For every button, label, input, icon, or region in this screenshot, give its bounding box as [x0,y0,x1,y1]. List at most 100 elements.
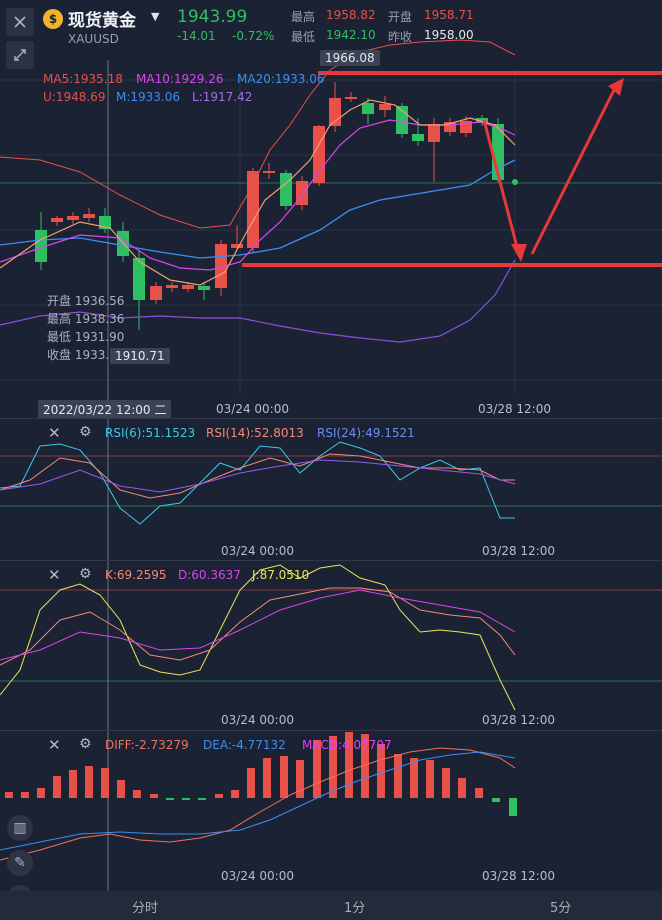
candle-body [198,286,210,290]
gold-coin-icon: $ [43,9,63,29]
macd-bar [150,794,158,798]
last-price: 1943.99 [177,7,248,27]
d-label: D:60.3637 [178,568,241,582]
candle-body [263,171,275,173]
boll-m-label: M:1933.06 [116,90,181,104]
macd-bar [53,776,61,798]
high-value: 1958.82 [326,8,376,22]
candle-body [280,173,292,206]
macd-time-label-1: 03/24 00:00 [221,869,294,883]
j-line [0,564,516,711]
divider [0,418,662,419]
kdj-panel[interactable] [0,560,662,730]
rsi-time-label-2: 03/28 12:00 [482,544,555,558]
kdj-time-label-1: 03/24 00:00 [221,713,294,727]
tab-5min[interactable]: 5分 [550,901,572,916]
macd-bar [263,758,271,798]
macd-bar [458,778,466,798]
macd-bar [182,798,190,800]
shrink-icon[interactable] [6,41,34,69]
candle-body [345,97,357,99]
macd-label: MACD:4.07707 [302,738,392,752]
macd-bar [198,798,206,800]
macd-bar [85,766,93,798]
high-marker: 1966.08 [320,50,380,66]
macd-bar [394,754,402,798]
draw-tool-icon[interactable]: ✎ [7,850,33,876]
candle-body [444,122,456,132]
candle-body [150,286,162,300]
instrument-name[interactable]: 现货黄金 [68,11,136,31]
macd-bar [247,768,255,798]
high-label: 最高 [291,10,316,24]
macd-bar [101,768,109,798]
prev-close-label: 昨收 [388,30,413,44]
j-label: J:87.0510 [252,568,310,582]
rsi24-line [0,459,516,493]
dropdown-caret-icon[interactable]: ▼ [151,10,160,23]
ma20-label: MA20:1933.06 [237,72,325,86]
rsi14-line [0,453,515,499]
rsi24-label: RSI(24):49.1521 [317,426,415,440]
crosshair-time: 2022/03/22 12:00 二 [38,400,172,419]
price-change-pct: -0.72% [232,29,275,43]
close-icon[interactable] [6,8,34,36]
main-time-label-1: 03/24 00:00 [216,402,289,416]
candle-body [247,171,259,248]
ohlc-high: 最高 1938.36 [47,312,125,326]
macd-bar [426,760,434,798]
open-value: 1958.71 [424,8,474,22]
k-label: K:69.2595 [105,568,167,582]
macd-bar [410,758,418,798]
candle-body [182,285,194,289]
timeframe-tabbar [0,891,662,920]
candle-body [476,118,488,123]
boll-upper-line [0,39,516,229]
macd-bar [5,792,13,798]
divider [0,730,662,731]
candle-body [379,104,391,110]
tab-1min[interactable]: 1分 [344,901,366,916]
settings-icon[interactable]: ⚙ [79,736,92,752]
tab-timeline[interactable]: 分时 [132,901,159,916]
diff-label: DIFF:-2.73279 [105,738,189,752]
macd-bar [442,768,450,798]
candle-body [362,103,374,114]
macd-bar [509,798,517,816]
boll-u-label: U:1948.69 [43,90,106,104]
settings-icon[interactable]: ⚙ [79,424,92,440]
settings-icon[interactable]: ⚙ [79,566,92,582]
k-line [0,587,516,666]
macd-panel[interactable] [0,730,662,891]
macd-bar [345,732,353,798]
close-icon[interactable]: ✕ [48,424,61,442]
ohlc-open: 开盘 1936.56 [47,294,125,308]
main-time-label-2: 03/28 12:00 [478,402,551,416]
ma5-line [0,99,516,286]
candle-body [231,244,243,248]
candle-body [313,126,325,183]
macd-bar [231,790,239,798]
ohlc-low: 最低 1931.90 [47,330,125,344]
macd-bar [133,790,141,798]
low-marker: 1910.71 [110,348,170,364]
macd-bar [313,740,321,798]
candle-body [412,134,424,141]
macd-bar [296,760,304,798]
candle-body [51,218,63,222]
rsi-panel[interactable] [0,418,662,560]
close-icon[interactable]: ✕ [48,736,61,754]
rsi6-line [0,441,515,525]
candle-body [83,214,95,218]
open-label: 开盘 [388,10,413,24]
rsi-time-label-1: 03/24 00:00 [221,544,294,558]
ma20-line [0,159,516,259]
candle-tool-icon[interactable]: ▥ [7,815,33,841]
trend-annotation [242,71,662,267]
instrument-code: XAUUSD [68,32,119,46]
macd-bar [329,736,337,798]
macd-bar [377,744,385,798]
close-icon[interactable]: ✕ [48,566,61,584]
candle-body [215,244,227,288]
